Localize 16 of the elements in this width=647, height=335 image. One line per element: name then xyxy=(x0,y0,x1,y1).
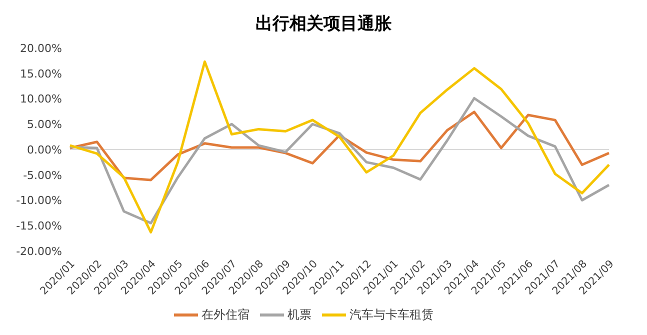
legend-label: 在外住宿 xyxy=(202,307,250,322)
y-tick-label: -10.00% xyxy=(16,194,62,208)
y-tick-label: 0.00% xyxy=(27,143,62,156)
line-series xyxy=(68,96,610,224)
line-series xyxy=(68,60,610,234)
y-tick-label: 20.00% xyxy=(20,42,62,55)
legend-label: 汽车与卡车租赁 xyxy=(350,307,434,322)
y-tick-label: -15.00% xyxy=(16,220,62,233)
y-tick-label: -5.00% xyxy=(23,168,62,182)
chart-title: 出行相关项目通胀 xyxy=(254,13,392,36)
y-tick-label: 10.00% xyxy=(20,92,62,106)
y-tick-label: 5.00% xyxy=(27,118,62,132)
y-tick-label: 15.00% xyxy=(20,67,62,80)
line-series xyxy=(68,110,610,182)
y-tick-label: -20.00% xyxy=(16,244,62,258)
legend-label: 机票 xyxy=(288,307,312,322)
